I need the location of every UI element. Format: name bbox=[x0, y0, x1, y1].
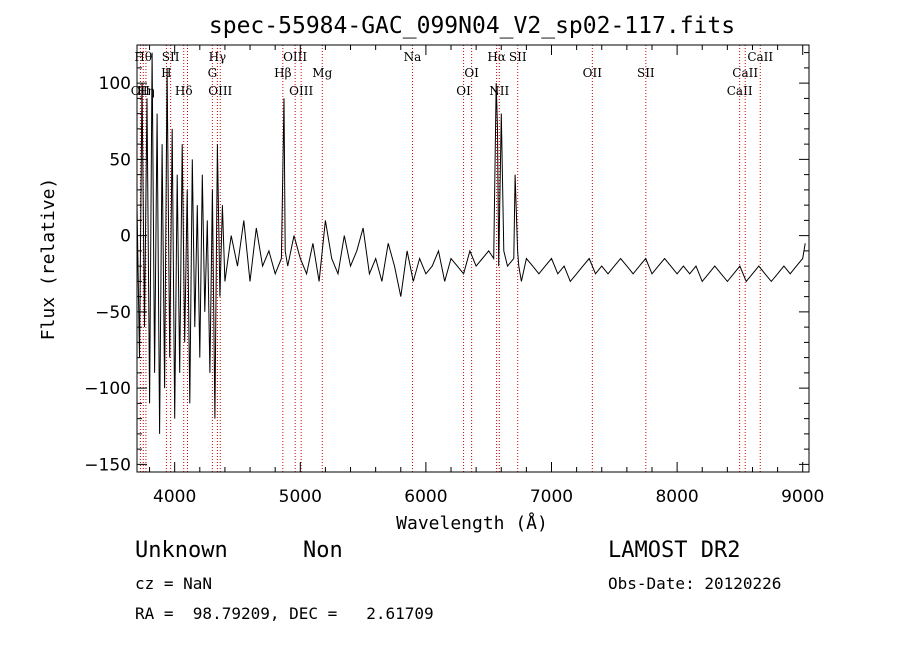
line-label-14: Na bbox=[404, 50, 422, 64]
line-label-3: H bbox=[161, 66, 171, 80]
line-label-23: CaII bbox=[732, 66, 758, 80]
y-tick-label-2: −50 bbox=[95, 303, 131, 323]
y-tick-label-1: −100 bbox=[84, 379, 131, 399]
spectrum-line bbox=[137, 53, 805, 434]
subclass-label: Non bbox=[303, 538, 343, 563]
line-label-17: Hα bbox=[487, 50, 506, 64]
redshift-label: cz = NaN bbox=[135, 574, 212, 593]
line-label-18: NII bbox=[489, 84, 509, 98]
y-axis-label: Flux (relative) bbox=[38, 178, 59, 341]
y-axis: −150 −100 −50 0 50 100 bbox=[84, 53, 809, 476]
line-label-24: CaII bbox=[747, 50, 773, 64]
x-tick-label-5: 9000 bbox=[781, 487, 824, 507]
line-label-11: OIII bbox=[283, 50, 307, 64]
spectral-line-markers: OIIHθHηHSIIHδGHγOIIIHβOIIIOIIIMgNaOIOIHα… bbox=[131, 45, 774, 472]
x-tick-label-4: 8000 bbox=[655, 487, 698, 507]
line-label-19: SII bbox=[509, 50, 527, 64]
line-label-5: Hδ bbox=[175, 84, 193, 98]
chart-title: spec-55984-GAC_099N04_V2_sp02-117.fits bbox=[209, 13, 735, 39]
x-tick-label-2: 6000 bbox=[404, 487, 447, 507]
line-label-15: OI bbox=[456, 84, 471, 98]
class-label: Unknown bbox=[135, 538, 228, 563]
line-label-7: G bbox=[208, 66, 218, 80]
y-tick-label-5: 100 bbox=[99, 74, 131, 94]
line-label-8: Hγ bbox=[209, 50, 227, 64]
line-label-10: Hβ bbox=[274, 66, 291, 80]
survey-label: LAMOST DR2 bbox=[608, 538, 740, 563]
x-tick-label-0: 4000 bbox=[153, 487, 196, 507]
line-label-9: OIII bbox=[208, 84, 232, 98]
line-label-20: OII bbox=[583, 66, 603, 80]
x-tick-label-1: 5000 bbox=[279, 487, 322, 507]
line-label-21: SII bbox=[637, 66, 655, 80]
y-tick-label-3: 0 bbox=[120, 227, 131, 247]
line-label-16: OI bbox=[464, 66, 479, 80]
line-label-4: SII bbox=[162, 50, 180, 64]
line-label-22: CaII bbox=[727, 84, 753, 98]
line-label-12: OIII bbox=[289, 84, 313, 98]
coordinates-label: RA = 98.79209, DEC = 2.61709 bbox=[135, 604, 434, 623]
y-tick-label-4: 50 bbox=[109, 150, 131, 170]
x-tick-label-3: 7000 bbox=[530, 487, 573, 507]
y-tick-label-0: −150 bbox=[84, 455, 131, 475]
line-label-13: Mg bbox=[312, 66, 332, 80]
obs-date-label: Obs-Date: 20120226 bbox=[608, 574, 781, 593]
x-axis-label: Wavelength (Å) bbox=[396, 512, 548, 534]
